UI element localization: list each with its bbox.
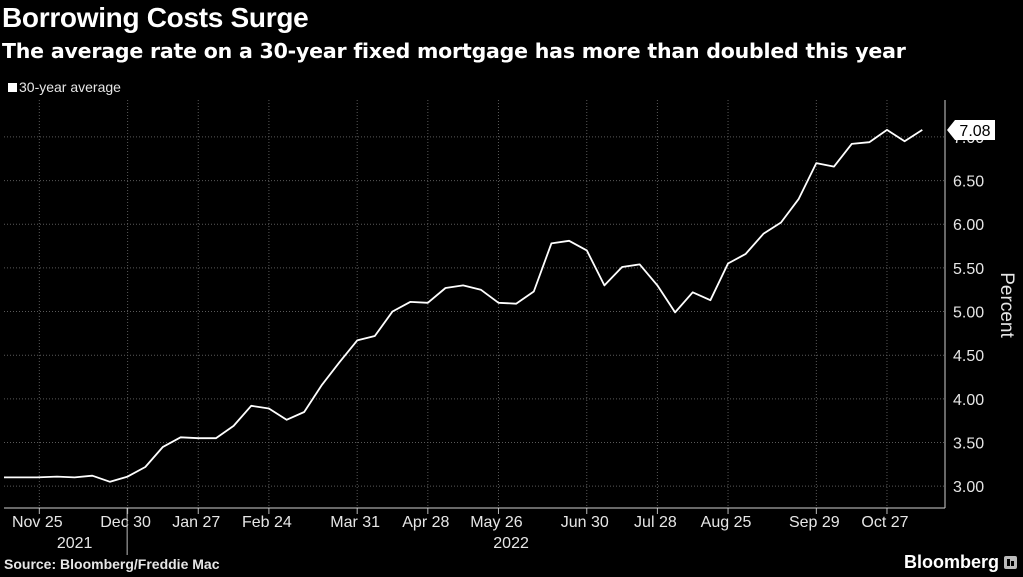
brand-name: Bloomberg — [903, 552, 999, 572]
x-tick-label: Apr 28 — [402, 514, 449, 531]
x-tick-label: Mar 31 — [330, 514, 380, 531]
x-tick-label: Nov 25 — [12, 514, 63, 531]
last-value-label: 7.08 — [959, 123, 990, 140]
y-tick-label: 5.00 — [953, 305, 984, 322]
x-tick-label: Dec 30 — [100, 514, 151, 531]
x-group-label: 2022 — [493, 535, 529, 552]
y-tick-label: 6.00 — [953, 217, 984, 234]
chart-subtitle: The average rate on a 30-year fixed mort… — [2, 39, 906, 63]
x-group-label: 2021 — [57, 535, 93, 552]
x-tick-label: Jul 28 — [634, 514, 677, 531]
legend: 30-year average — [8, 79, 121, 95]
y-tick-label: 4.50 — [953, 348, 984, 365]
last-value-callout — [947, 119, 995, 140]
y-tick-label: 6.50 — [953, 174, 984, 191]
bloomberg-terminal-icon — [1004, 556, 1017, 569]
legend-label: 30-year average — [19, 79, 121, 95]
y-tick-label: 5.50 — [953, 261, 984, 278]
y-tick-label: 4.00 — [953, 392, 984, 409]
brand-logo: Bloomberg — [904, 552, 1017, 573]
series-line-30-year-average — [4, 128, 923, 483]
y-tick-label: 3.00 — [953, 479, 984, 496]
x-tick-label: Feb 24 — [242, 514, 292, 531]
y-axis-label: Percent — [996, 272, 1017, 338]
x-tick-label: Jan 27 — [172, 514, 220, 531]
x-tick-label: May 26 — [470, 514, 523, 531]
x-tick-label: Sep 29 — [789, 514, 840, 531]
x-tick-label: Jun 30 — [561, 514, 609, 531]
source-note: Source: Bloomberg/Freddie Mac — [4, 556, 220, 572]
y-tick-label: 3.50 — [953, 436, 984, 453]
x-tick-label: Aug 25 — [701, 514, 752, 531]
x-tick-label: Oct 27 — [861, 514, 908, 531]
legend-swatch — [8, 82, 17, 92]
chart-title: Borrowing Costs Surge — [2, 2, 309, 33]
